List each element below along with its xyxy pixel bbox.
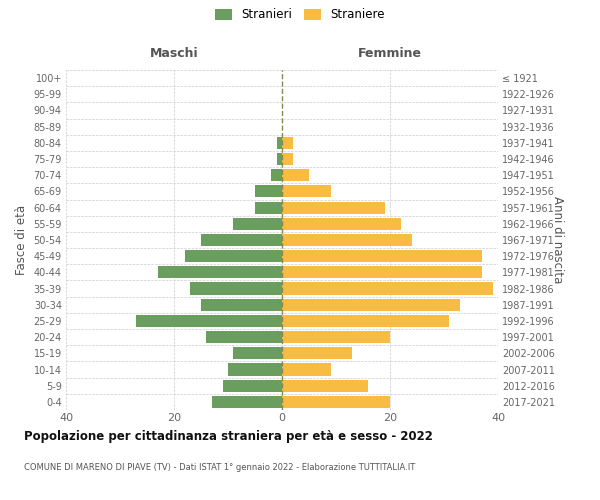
Bar [206, 331, 282, 343]
Legend: Stranieri, Straniere: Stranieri, Straniere [215, 8, 385, 22]
Bar [158, 266, 282, 278]
Bar [228, 364, 282, 376]
Bar [282, 282, 493, 294]
Bar [282, 153, 293, 165]
Bar [255, 186, 282, 198]
Bar [201, 234, 282, 246]
Text: Popolazione per cittadinanza straniera per età e sesso - 2022: Popolazione per cittadinanza straniera p… [24, 430, 433, 443]
Bar [282, 169, 309, 181]
Bar [282, 186, 331, 198]
Bar [277, 153, 282, 165]
Bar [282, 250, 482, 262]
Bar [282, 315, 449, 327]
Text: COMUNE DI MARENO DI PIAVE (TV) - Dati ISTAT 1° gennaio 2022 - Elaborazione TUTTI: COMUNE DI MARENO DI PIAVE (TV) - Dati IS… [24, 462, 415, 471]
Bar [282, 137, 293, 149]
Bar [282, 380, 368, 392]
Y-axis label: Anni di nascita: Anni di nascita [551, 196, 563, 284]
Text: Maschi: Maschi [149, 47, 199, 60]
Bar [255, 202, 282, 213]
Bar [282, 396, 390, 408]
Bar [271, 169, 282, 181]
Bar [282, 202, 385, 213]
Bar [185, 250, 282, 262]
Bar [212, 396, 282, 408]
Bar [282, 348, 352, 360]
Bar [282, 218, 401, 230]
Bar [201, 298, 282, 311]
Bar [282, 331, 390, 343]
Bar [282, 234, 412, 246]
Bar [233, 218, 282, 230]
Text: Femmine: Femmine [358, 47, 422, 60]
Bar [282, 266, 482, 278]
Bar [282, 364, 331, 376]
Bar [277, 137, 282, 149]
Bar [282, 298, 460, 311]
Bar [136, 315, 282, 327]
Bar [190, 282, 282, 294]
Bar [223, 380, 282, 392]
Bar [233, 348, 282, 360]
Y-axis label: Fasce di età: Fasce di età [15, 205, 28, 275]
